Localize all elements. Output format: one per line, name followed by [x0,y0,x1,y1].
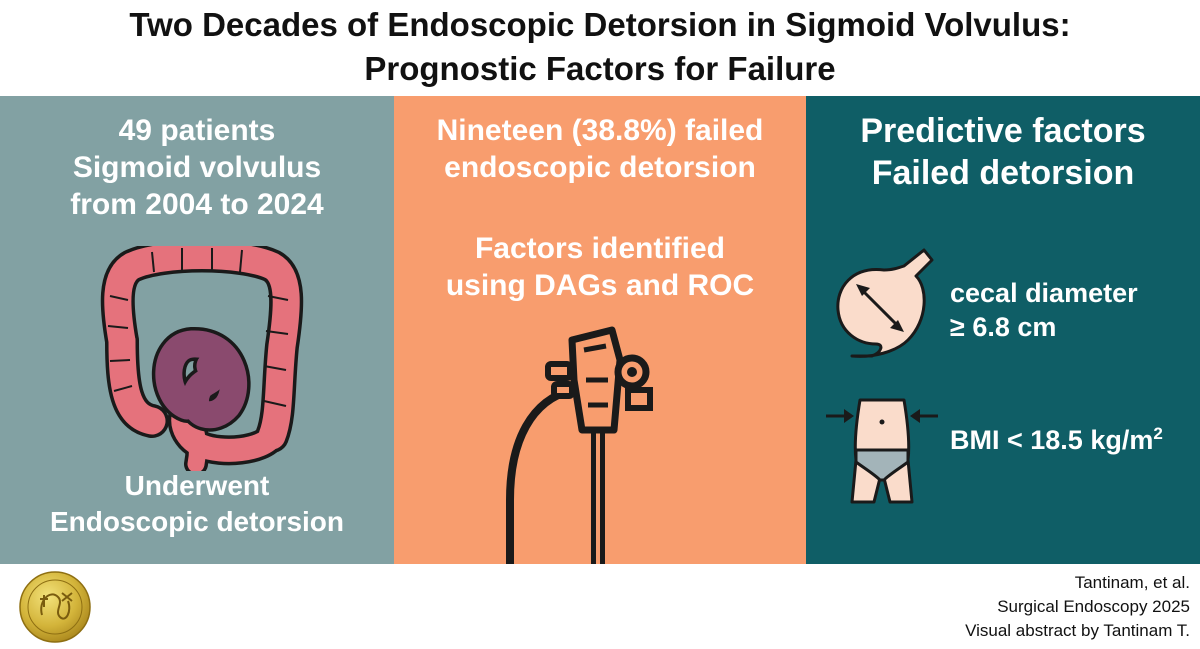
society-seal-logo [19,571,91,643]
methods-line-1: Factors identified [474,232,726,265]
credit-abstract-author: Visual abstract by Tantinam T. [965,621,1190,640]
page-title: Two Decades of Endoscopic Detorsion in S… [0,0,1200,96]
predictors-heading: Predictive factors Failed detorsion [806,110,1200,194]
cecum-diameter-icon [836,248,934,358]
predictors-line-2: Failed detorsion [871,154,1135,192]
credit-journal: Surgical Endoscopy 2025 [997,597,1190,616]
factor-2-text: BMI < 18.5 kg/m [950,425,1154,455]
predictors-line-1: Predictive factors [860,112,1146,150]
factor-1-line-2: ≥ 6.8 cm [950,312,1057,342]
factor-1-line-1: cecal diameter [950,278,1138,308]
failure-panel: Nineteen (38.8%) failed endoscopic detor… [394,96,806,564]
title-line-1: Two Decades of Endoscopic Detorsion in S… [129,6,1071,43]
footer: Tantinam, et al. Surgical Endoscopy 2025… [0,564,1200,649]
predictors-panel: Predictive factors Failed detorsion ceca… [806,96,1200,564]
patients-count: 49 patients [118,114,276,147]
factor-cecal-diameter: cecal diameter ≥ 6.8 cm [950,276,1138,344]
methods-line-2: using DAGs and ROC [445,269,755,302]
credit-authors: Tantinam, et al. [1074,573,1190,592]
period-label: from 2004 to 2024 [70,188,324,221]
colon-icon [100,246,304,471]
procedure-summary: Underwent Endoscopic detorsion [0,468,394,540]
credits: Tantinam, et al. Surgical Endoscopy 2025… [965,571,1190,643]
patients-summary: 49 patients Sigmoid volvulus from 2004 t… [0,112,394,223]
factor-bmi: BMI < 18.5 kg/m2 [950,423,1163,457]
factor-2-superscript: 2 [1153,424,1163,443]
methods-summary: Factors identified using DAGs and ROC [394,230,806,304]
failure-summary: Nineteen (38.8%) failed endoscopic detor… [394,112,806,186]
patients-panel: 49 patients Sigmoid volvulus from 2004 t… [0,96,394,564]
procedure-line-2: Endoscopic detorsion [49,506,345,537]
title-line-2: Prognostic Factors for Failure [364,50,836,87]
waist-icon [826,398,938,504]
procedure-line-1: Underwent [124,470,270,501]
condition-label: Sigmoid volvulus [72,151,322,184]
endoscope-icon [506,326,653,564]
failure-count: Nineteen (38.8%) failed [436,114,764,147]
failure-label: endoscopic detorsion [444,151,756,184]
